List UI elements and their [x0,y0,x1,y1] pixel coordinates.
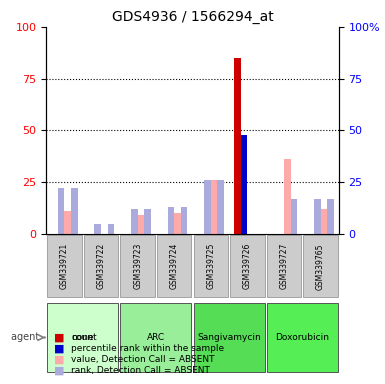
Text: GSM339726: GSM339726 [243,243,252,290]
Title: GDS4936 / 1566294_at: GDS4936 / 1566294_at [112,10,273,25]
Bar [174,213,181,234]
Text: GSM339725: GSM339725 [206,243,215,290]
Bar [241,134,247,234]
Text: Sangivamycin: Sangivamycin [197,333,261,342]
FancyBboxPatch shape [230,235,264,297]
Text: ■: ■ [54,333,64,343]
FancyBboxPatch shape [194,235,228,297]
Bar [64,211,71,234]
Text: GSM339765: GSM339765 [316,243,325,290]
Text: count: count [71,333,97,343]
Bar [291,199,297,234]
Text: ARC: ARC [147,333,165,342]
FancyBboxPatch shape [84,235,118,297]
Text: percentile rank within the sample: percentile rank within the sample [71,344,224,353]
Bar [181,207,187,234]
Bar [234,58,241,234]
Bar [167,207,174,234]
Bar [321,209,327,234]
Text: Doxorubicin: Doxorubicin [275,333,329,342]
Bar [144,209,151,234]
FancyBboxPatch shape [157,235,191,297]
Text: value, Detection Call = ABSENT: value, Detection Call = ABSENT [71,355,215,364]
Text: GSM339723: GSM339723 [133,243,142,290]
Text: ■: ■ [54,344,64,354]
Bar [108,223,114,234]
Text: GSM339727: GSM339727 [280,243,288,290]
Bar [131,209,138,234]
Bar [138,215,144,234]
FancyBboxPatch shape [47,303,118,372]
FancyBboxPatch shape [303,235,338,297]
FancyBboxPatch shape [121,235,155,297]
Text: GSM339724: GSM339724 [170,243,179,290]
Text: ■: ■ [54,365,64,375]
Bar [94,223,101,234]
Bar [314,199,321,234]
Bar [327,199,334,234]
Text: agent: agent [11,333,42,343]
Text: ■: ■ [54,354,64,364]
Text: GSM339721: GSM339721 [60,243,69,290]
FancyBboxPatch shape [267,235,301,297]
FancyBboxPatch shape [47,235,82,297]
Text: rank, Detection Call = ABSENT: rank, Detection Call = ABSENT [71,366,210,375]
Bar [211,180,218,234]
Bar [71,189,78,234]
FancyBboxPatch shape [121,303,191,372]
Bar [58,189,64,234]
FancyBboxPatch shape [267,303,338,372]
Text: GSM339722: GSM339722 [97,243,105,290]
Bar [218,180,224,234]
Bar [284,159,291,234]
FancyBboxPatch shape [194,303,264,372]
Text: none: none [72,333,94,342]
Bar [204,180,211,234]
